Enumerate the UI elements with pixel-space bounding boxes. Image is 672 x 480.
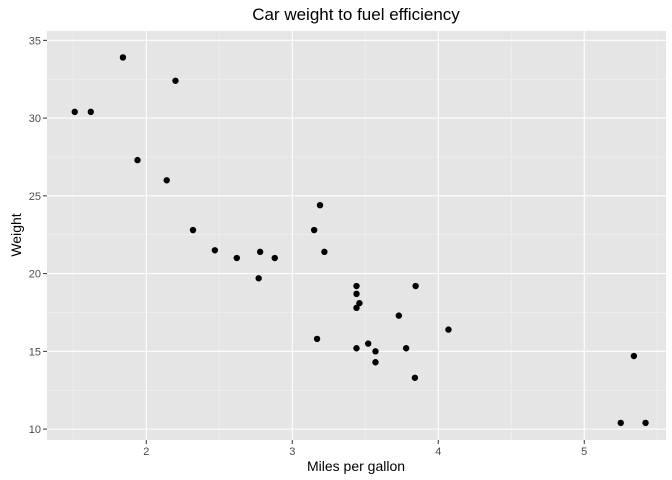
x-axis-ticks: 2 3 4 5 xyxy=(143,440,587,458)
y-axis-label: Weight xyxy=(8,213,24,256)
data-point xyxy=(364,340,372,347)
data-point xyxy=(163,177,170,184)
data-point xyxy=(134,156,141,164)
data-point xyxy=(255,275,262,282)
data-point xyxy=(119,54,127,61)
data-point xyxy=(71,108,78,116)
y-tick-label: 20 xyxy=(29,269,41,281)
data-point xyxy=(353,290,360,298)
data-point xyxy=(630,352,638,360)
data-point xyxy=(372,359,379,366)
data-point xyxy=(411,374,419,381)
data-point xyxy=(412,282,419,290)
data-point xyxy=(233,254,240,262)
data-point xyxy=(353,304,360,312)
data-point xyxy=(402,345,410,352)
y-tick-label: 35 xyxy=(29,35,41,47)
x-axis-label: Miles per gallon xyxy=(307,458,405,474)
data-point xyxy=(271,254,278,262)
data-point xyxy=(356,299,363,307)
y-axis-ticks: 10 15 20 25 30 35 xyxy=(29,35,47,436)
data-point xyxy=(353,282,360,290)
data-point xyxy=(211,247,219,254)
data-points xyxy=(71,54,649,427)
major-gridlines xyxy=(47,31,666,440)
y-tick-label: 30 xyxy=(29,113,41,125)
data-point xyxy=(617,419,624,427)
data-point xyxy=(395,312,403,319)
chart-title: Car weight to fuel efficiency xyxy=(252,5,460,24)
data-point xyxy=(310,226,318,234)
data-point xyxy=(445,326,452,333)
x-tick-label: 5 xyxy=(581,446,587,458)
data-point xyxy=(172,77,179,84)
data-point xyxy=(189,226,197,234)
data-point xyxy=(372,348,379,355)
data-point xyxy=(87,108,94,116)
data-point xyxy=(256,248,264,256)
data-point xyxy=(316,201,324,209)
y-tick-label: 25 xyxy=(29,191,41,203)
data-point xyxy=(353,345,360,352)
x-tick-label: 4 xyxy=(435,446,441,458)
data-point xyxy=(313,335,321,343)
minor-gridlines xyxy=(47,31,666,440)
x-tick-label: 3 xyxy=(289,446,295,458)
plot-panel xyxy=(47,31,666,440)
y-tick-label: 10 xyxy=(29,424,41,436)
data-point xyxy=(321,248,328,256)
data-point xyxy=(642,419,649,427)
y-tick-label: 15 xyxy=(29,346,41,358)
x-tick-label: 2 xyxy=(143,446,149,458)
